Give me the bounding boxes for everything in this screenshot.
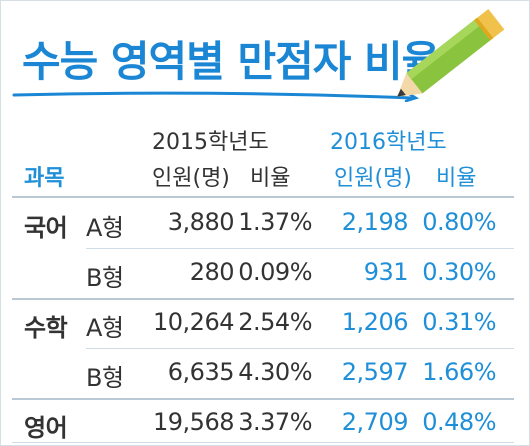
table-row: 국어 A형 3,880 1.37% 2,198 0.80% — [0, 208, 514, 242]
type-cell: A형 — [86, 314, 124, 342]
count-2015-cell: 10,264 — [153, 308, 234, 336]
page-title: 수능 영역별 만점자 비율 — [22, 37, 440, 86]
count-2016-cell: 2,709 — [341, 408, 409, 436]
count-2016-cell: 931 — [363, 258, 409, 286]
ratio-2015-cell: 4.30% — [238, 358, 312, 386]
type-cell: B형 — [86, 364, 124, 392]
subject-cell: 영어 — [24, 414, 68, 442]
ratio-2015-header: 비율 — [250, 166, 291, 191]
count-2015-header: 인원(명) — [152, 166, 230, 191]
group-divider — [12, 298, 514, 300]
pencil-icon — [397, 8, 505, 97]
ratio-2015-cell: 3.37% — [238, 408, 312, 436]
ratio-2015-cell: 1.37% — [238, 208, 312, 236]
table-header-years: 2015학년도 2016학년도 — [0, 124, 514, 155]
header-divider — [12, 196, 514, 198]
type-cell: B형 — [86, 264, 124, 292]
table-row: 수학 A형 10,264 2.54% 1,206 0.31% — [0, 308, 514, 342]
ratio-2016-cell: 0.48% — [422, 408, 496, 436]
title-underline-icon — [12, 90, 420, 102]
row-divider — [86, 248, 514, 249]
table-row: 영어 19,568 3.37% 2,709 0.48% — [0, 408, 514, 442]
count-2016-cell: 2,597 — [341, 358, 409, 386]
header: 수능 영역별 만점자 비율 — [0, 0, 530, 108]
count-2015-cell: 6,635 — [167, 358, 235, 386]
table-bottom-divider — [12, 442, 514, 443]
ratio-2016-cell: 0.80% — [422, 208, 496, 236]
count-2016-cell: 2,198 — [341, 208, 409, 236]
subject-cell: 수학 — [24, 314, 68, 342]
group-divider — [12, 398, 514, 400]
ratio-2015-cell: 2.54% — [238, 308, 312, 336]
subject-cell: 국어 — [24, 214, 68, 242]
table-header-columns: 과목 인원(명) 비율 인원(명) 비율 — [0, 160, 514, 191]
count-2015-cell: 19,568 — [153, 408, 234, 436]
ratio-2016-header: 비율 — [436, 166, 477, 191]
table-row: B형 6,635 4.30% 2,597 1.66% — [0, 358, 514, 392]
ratio-2015-cell: 0.09% — [238, 258, 312, 286]
ratio-2016-cell: 0.31% — [422, 308, 496, 336]
count-2016-header: 인원(명) — [334, 166, 412, 191]
subject-header: 과목 — [24, 166, 65, 191]
table-row: B형 280 0.09% 931 0.30% — [0, 258, 514, 292]
ratio-2016-cell: 0.30% — [422, 258, 496, 286]
year-2016-label: 2016학년도 — [330, 130, 447, 155]
count-2016-cell: 1,206 — [341, 308, 409, 336]
ratio-2016-cell: 1.66% — [422, 358, 496, 386]
row-divider — [86, 348, 514, 349]
count-2015-cell: 280 — [189, 258, 235, 286]
count-2015-cell: 3,880 — [167, 208, 235, 236]
year-2015-label: 2015학년도 — [152, 130, 269, 155]
type-cell: A형 — [86, 214, 124, 242]
